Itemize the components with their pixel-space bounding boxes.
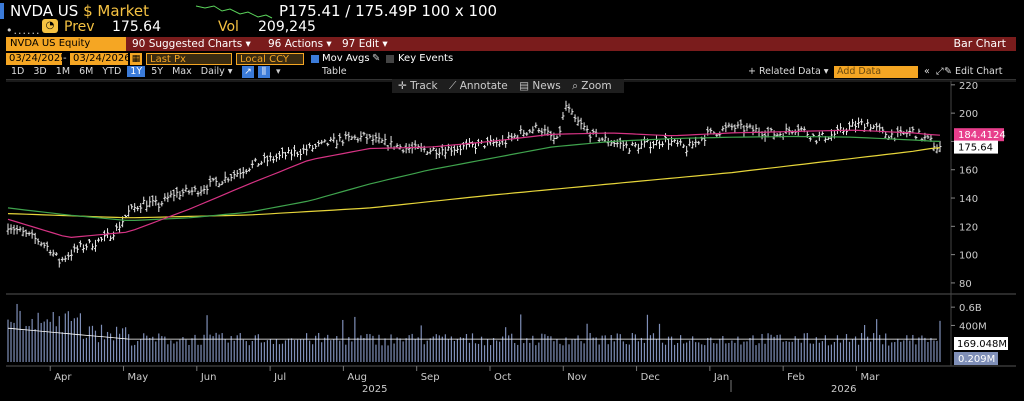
ticker-line: NVDA US $ Market	[10, 2, 149, 20]
chart-tools-bar: ✛ Track ⟋ Annotate ▤ News ⌕ Zoom	[392, 79, 624, 93]
last-label-a-bg	[954, 128, 1004, 142]
x-month-label: May	[128, 372, 149, 383]
fullscreen-icon[interactable]: ⤢	[936, 66, 944, 77]
edit-chart-label: Edit Chart	[954, 66, 1003, 77]
key-events-label: Key Events	[398, 53, 454, 64]
volume-avg-line	[7, 327, 937, 340]
edit-chart-pencil-icon: ✎	[944, 66, 955, 77]
x-month-label: Jun	[200, 372, 217, 383]
prev-label: Prev	[64, 19, 95, 35]
mov-avgs-checkbox[interactable]	[311, 55, 319, 63]
period-3d[interactable]: 3D	[33, 66, 47, 77]
security-field[interactable]: NVDA US Equity	[6, 37, 126, 51]
add-data-input[interactable]: Add Data	[834, 66, 918, 78]
prev-value: 175.64	[112, 19, 161, 35]
period-1m[interactable]: 1M	[55, 66, 71, 77]
period-bar: 1D 3D 1M 6M YTD 1Y 5Y Max Daily ▾	[8, 66, 236, 78]
price-ytick-label: 140	[959, 194, 978, 205]
volume-ytick-label: 400M	[959, 321, 987, 332]
vol-value: 209,245	[258, 19, 316, 35]
edit-chart-button[interactable]: ✎ Edit Chart	[944, 66, 1003, 78]
vol-label: Vol	[218, 19, 239, 35]
related-data-button[interactable]: + Related Data ▾	[748, 66, 829, 77]
period-max[interactable]: Max	[172, 66, 192, 77]
actions-menu[interactable]: 96 Actions ▾	[268, 38, 332, 50]
volume-ytick-label: 0.6B	[959, 303, 982, 314]
year-label-2026: 2026	[831, 384, 856, 395]
vol-label-b: 0.209M	[958, 354, 995, 365]
x-month-label: Mar	[860, 372, 880, 383]
currency: $	[83, 2, 93, 20]
track-icon[interactable]: ✛	[398, 80, 407, 92]
pencil-icon[interactable]: ✎	[372, 53, 381, 64]
x-month-label: Feb	[787, 372, 805, 383]
bar-chart-icon[interactable]: ⫼	[258, 66, 270, 78]
period-6m[interactable]: 6M	[79, 66, 94, 77]
period-1y[interactable]: 1Y	[127, 66, 146, 77]
period-5y[interactable]: 5Y	[151, 66, 164, 77]
key-events-checkbox[interactable]	[386, 55, 394, 63]
annotate-icon[interactable]: ⟋	[448, 80, 457, 92]
chart-type-title: Bar Chart	[953, 37, 1006, 50]
news-icon[interactable]: ▤	[519, 80, 529, 92]
gauge-icon[interactable]: ◔	[42, 19, 58, 33]
vol-label-a: 169.048M	[957, 339, 1007, 350]
track-button[interactable]: Track	[410, 80, 438, 92]
x-month-label: Jan	[713, 372, 729, 383]
last-label-a: 184.4124	[958, 130, 1006, 141]
end-date-field[interactable]: 03/24/2026	[70, 53, 131, 65]
mov-avgs-label: Mov Avgs	[322, 53, 370, 64]
edit-menu[interactable]: 97 Edit ▾	[342, 38, 388, 50]
ma-long-line	[7, 147, 941, 219]
calendar-icon[interactable]: ▦	[130, 53, 142, 65]
price-ytick-label: 100	[959, 251, 978, 262]
ma-short-line	[7, 129, 941, 239]
price-ytick-label: 80	[959, 279, 972, 290]
ticker: NVDA US	[10, 2, 79, 20]
dropdown-caret-icon[interactable]: ▾	[276, 67, 281, 77]
last-label-b: 175.64	[958, 143, 993, 154]
zoom-icon[interactable]: ⌕	[572, 80, 578, 92]
x-month-label: Oct	[494, 372, 511, 383]
bid-ask-line: P175.41 / 175.49P 100 x 100	[279, 2, 498, 20]
price-ytick-label: 200	[959, 109, 978, 120]
year-label-2025: 2025	[362, 384, 387, 395]
x-month-label: Dec	[641, 372, 660, 383]
frequency-selector[interactable]: Daily ▾	[200, 66, 233, 77]
news-button[interactable]: News	[532, 80, 561, 92]
last-label-b-bg	[954, 140, 998, 154]
market-label: Market	[97, 2, 149, 20]
x-month-label: Aug	[347, 372, 367, 383]
x-month-label: Jul	[273, 372, 286, 383]
start-date-field[interactable]: 03/24/2025	[6, 53, 67, 65]
suggested-charts-menu[interactable]: 90 Suggested Charts ▾	[132, 38, 251, 50]
x-month-label: Apr	[54, 372, 72, 383]
dots-indicator: •......	[6, 24, 41, 37]
menu-bar	[6, 37, 1016, 51]
field-selector[interactable]: Last Px	[146, 53, 232, 65]
annotate-button[interactable]: Annotate	[459, 80, 508, 92]
x-month-label: Sep	[421, 372, 440, 383]
price-ytick-label: 220	[959, 81, 978, 92]
currency-selector[interactable]: Local CCY	[236, 53, 304, 65]
zoom-button[interactable]: Zoom	[581, 80, 612, 92]
price-ytick-label: 120	[959, 222, 978, 233]
vol-label-a-bg	[954, 337, 1008, 350]
period-ytd[interactable]: YTD	[102, 66, 122, 77]
vol-label-b-bg	[954, 352, 998, 365]
ticker-marker	[0, 3, 4, 19]
ma-mid-line	[7, 135, 941, 221]
price-ytick-label: 160	[959, 166, 978, 177]
line-chart-icon[interactable]: ↗	[242, 66, 254, 78]
date-dash: -	[63, 53, 67, 64]
collapse-icon[interactable]: «	[924, 66, 930, 77]
x-month-label: Nov	[567, 372, 587, 383]
table-button[interactable]: Table	[322, 66, 347, 77]
period-1d[interactable]: 1D	[11, 66, 25, 77]
